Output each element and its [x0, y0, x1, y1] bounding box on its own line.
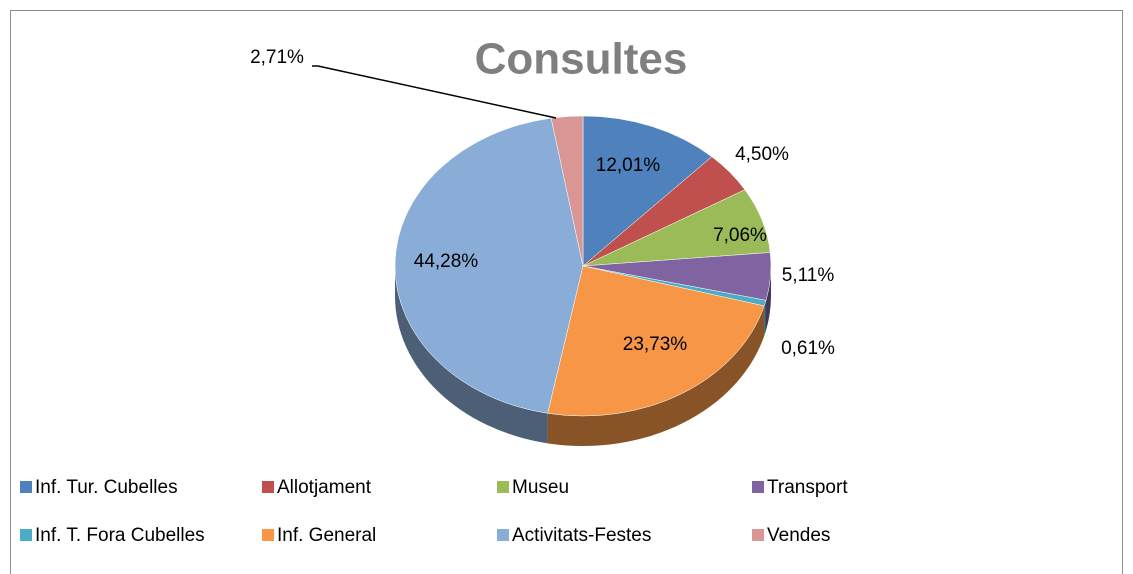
legend-swatch — [497, 481, 509, 493]
slice — [394, 117, 584, 414]
data-label: 0,61% — [781, 338, 835, 359]
slice-side — [547, 305, 765, 447]
slice — [547, 265, 765, 417]
legend-label: Museu — [512, 477, 569, 498]
legend-swatch — [262, 481, 274, 493]
leader-line — [312, 65, 557, 119]
legend-swatch — [20, 529, 32, 541]
legend-label: Inf. General — [277, 525, 376, 546]
legend-label: Inf. Tur. Cubelles — [35, 477, 178, 498]
legend-label: Activitats-Festes — [512, 525, 651, 546]
data-label: 5,11% — [782, 265, 835, 286]
slice — [550, 115, 584, 267]
legend-label: Allotjament — [277, 477, 372, 498]
slice-side — [766, 266, 771, 331]
legend-label: Vendes — [767, 525, 830, 546]
data-label: 2,71% — [250, 47, 304, 68]
legend-label: Transport — [767, 477, 848, 498]
legend-swatch — [20, 481, 32, 493]
legend-label: Inf. T. Fora Cubelles — [35, 525, 205, 546]
slice-side — [764, 300, 767, 336]
legend-swatch — [752, 481, 764, 493]
chart-title: Consultes — [475, 35, 688, 84]
data-label: 7,06% — [713, 225, 767, 246]
slice — [582, 115, 713, 267]
slice-side — [395, 266, 548, 444]
legend-swatch — [752, 529, 764, 541]
legend-swatch — [262, 529, 274, 541]
data-label: 12,01% — [596, 155, 661, 176]
data-label: 23,73% — [623, 334, 688, 355]
data-label: 4,50% — [735, 144, 789, 165]
data-label: 44,28% — [414, 251, 479, 272]
legend-swatch — [497, 529, 509, 541]
